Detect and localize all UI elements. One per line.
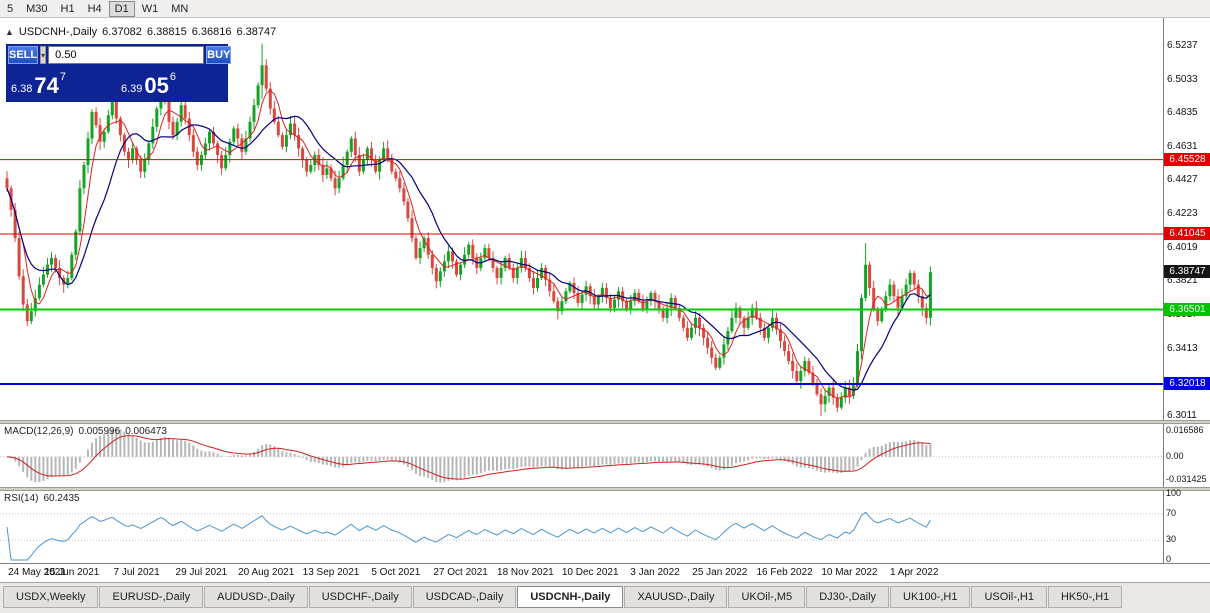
price-badge: 6.32018 <box>1164 376 1210 390</box>
macd-panel: MACD(12,26,9) 0.005996 0.006473 0.016586 0.… <box>0 424 1210 487</box>
date-axis[interactable]: 24 May 2021 15 Jun 2021 7 Jul 2021 29 Jul 2… <box>0 563 1210 582</box>
rsi-value: 60.2435 <box>43 493 80 504</box>
panel-separator[interactable] <box>0 420 1210 424</box>
timeframe-button-h1[interactable]: H1 <box>60 2 75 15</box>
macd-axis-label: 0.016586 <box>1166 425 1204 435</box>
rsi-label: RSI(14) 60.2435 <box>4 493 85 504</box>
date-axis-label: 27 Oct 2021 <box>433 567 488 578</box>
buy-price-sup: 6 <box>169 71 177 83</box>
rsi-axis-label: 30 <box>1166 534 1177 545</box>
chart-tab-xauusd-daily[interactable]: XAUUSD-,Daily <box>624 586 728 608</box>
macd-name: MACD(12,26,9) <box>4 426 74 437</box>
chevron-down-icon: ▾ <box>41 50 46 60</box>
date-axis-label: 3 Jan 2022 <box>630 567 680 578</box>
price-badge: 6.41045 <box>1164 227 1210 241</box>
chart-tab-usdcad-daily[interactable]: USDCAD-,Daily <box>412 586 517 608</box>
lot-spinner-button[interactable]: ▾ <box>40 46 47 64</box>
rsi-axis-label: 0 <box>1166 554 1172 564</box>
rsi-axis[interactable]: 100 70 30 0 <box>1163 488 1210 564</box>
date-axis-label: 18 Nov 2021 <box>497 567 554 578</box>
chart-tab-dj30-daily[interactable]: DJ30-,Daily <box>806 586 890 608</box>
sell-price-prefix: 6.38 <box>11 83 33 95</box>
macd-value-main: 0.005996 <box>78 426 121 437</box>
rsi-panel: RSI(14) 60.2435 100 70 30 0 <box>0 488 1210 564</box>
buy-price-prefix: 6.39 <box>121 83 143 95</box>
main-chart-panel: ▲ USDCNH-,Daily 6.37082 6.38815 6.36816 6.387… <box>0 18 1210 421</box>
timeframe-button-h4[interactable]: H4 <box>87 2 102 15</box>
date-axis-label: 24 May 2021 <box>8 567 66 578</box>
price-axis-label: 6.3011 <box>1167 409 1197 421</box>
buy-price-big: 05 <box>144 73 169 98</box>
chart-tab-eurusd-daily[interactable]: EURUSD-,Daily <box>99 586 204 608</box>
ohlc-open: 6.37082 <box>102 26 142 38</box>
price-axis-label: 6.4427 <box>1167 174 1198 186</box>
date-axis-label: 13 Sep 2021 <box>302 567 360 578</box>
date-axis-label: 10 Mar 2022 <box>821 567 878 578</box>
sell-button[interactable]: SELL <box>8 46 39 64</box>
timeframe-button-m30[interactable]: M30 <box>26 2 48 15</box>
price-axis-label: 6.4223 <box>1167 208 1198 220</box>
chart-symbol-label: USDCNH-,Daily <box>18 26 98 38</box>
date-axis-label: 1 Apr 2022 <box>890 567 939 578</box>
ohlc-low: 6.36816 <box>191 26 232 38</box>
price-badge: 6.45528 <box>1164 152 1210 166</box>
buy-price-display[interactable]: 6.39 05 6 <box>118 66 226 100</box>
sell-price-sup: 7 <box>59 71 67 83</box>
date-axis-label: 29 Jul 2021 <box>175 567 228 578</box>
date-axis-label: 16 Feb 2022 <box>756 567 813 578</box>
sell-price-big: 74 <box>34 73 59 98</box>
chart-tab-audusd-daily[interactable]: AUDUSD-,Daily <box>204 586 308 608</box>
macd-chart <box>0 428 1163 483</box>
timeframe-button-5[interactable]: 5 <box>7 2 14 15</box>
price-badge: 6.36501 <box>1164 302 1210 316</box>
sell-price-display[interactable]: 6.38 74 7 <box>8 66 116 100</box>
price-axis[interactable]: 6.5237 6.5033 6.4835 6.4631 6.4427 6.4223 6.40… <box>1163 18 1210 421</box>
price-axis-label: 6.5033 <box>1167 73 1198 85</box>
candlestick-chart[interactable] <box>0 18 1163 420</box>
date-axis-label: 10 Dec 2021 <box>561 567 619 578</box>
buy-button[interactable]: BUY <box>206 46 232 64</box>
rsi-axis-label: 100 <box>1166 488 1182 498</box>
panel-separator[interactable] <box>0 487 1210 491</box>
price-axis-label: 6.4631 <box>1167 140 1198 152</box>
macd-axis[interactable]: 0.016586 0.00 -0.031425 <box>1163 424 1210 487</box>
timeframe-button-d1[interactable]: D1 <box>108 0 135 17</box>
collapse-trade-panel-icon[interactable]: ▲ <box>5 27 14 37</box>
date-axis-label: 20 Aug 2021 <box>238 567 295 578</box>
chart-ohlc-header: ▲ USDCNH-,Daily 6.37082 6.38815 6.36816 6.387… <box>5 26 281 38</box>
chart-tabs-bar: USDX,Weekly EURUSD-,Daily AUDUSD-,Daily USD… <box>0 582 1210 613</box>
date-axis-label: 5 Oct 2021 <box>371 567 421 578</box>
date-axis-label: 15 Jun 2021 <box>44 567 100 578</box>
price-axis-label: 6.3821 <box>1167 275 1198 287</box>
price-axis-label: 6.4019 <box>1167 242 1198 254</box>
rsi-name: RSI(14) <box>4 493 39 504</box>
one-click-trading-panel: SELL ▾ BUY 6.38 74 7 6.39 05 6 <box>6 44 232 102</box>
date-axis-label: 7 Jul 2021 <box>113 567 160 578</box>
ohlc-high: 6.38815 <box>146 26 187 38</box>
chart-tab-usdx-weekly[interactable]: USDX,Weekly <box>3 586 99 608</box>
price-axis-label: 6.4835 <box>1167 106 1198 118</box>
rsi-axis-label: 70 <box>1166 507 1177 518</box>
rsi-chart <box>0 511 1163 561</box>
macd-axis-label: -0.031425 <box>1166 474 1207 484</box>
chart-tab-ukoil-m5[interactable]: UKOil-,M5 <box>728 586 806 608</box>
lot-size-input[interactable] <box>48 46 205 64</box>
chart-tab-hk50-h1[interactable]: HK50-,H1 <box>1047 586 1123 608</box>
macd-label: MACD(12,26,9) 0.005996 0.006473 <box>4 426 172 437</box>
chart-tab-usdchf-daily[interactable]: USDCHF-,Daily <box>308 586 412 608</box>
macd-axis-label: 0.00 <box>1166 450 1184 461</box>
price-badge: 6.38747 <box>1164 265 1210 279</box>
macd-value-signal: 0.006473 <box>125 426 167 437</box>
ohlc-close: 6.38747 <box>236 26 277 38</box>
date-axis-label: 25 Jan 2022 <box>692 567 748 578</box>
chart-tab-usdcnh-daily[interactable]: USDCNH-,Daily <box>517 586 624 608</box>
chart-tab-uk100-h1[interactable]: UK100-,H1 <box>890 586 971 608</box>
timeframe-button-mn[interactable]: MN <box>171 2 189 15</box>
timeframe-button-w1[interactable]: W1 <box>141 2 159 15</box>
price-axis-label: 6.3413 <box>1167 342 1198 354</box>
timeframe-toolbar: 5 M30 H1 H4 D1 W1 MN <box>0 0 1210 18</box>
price-axis-label: 6.5237 <box>1167 39 1198 51</box>
chart-tab-usoil-h1[interactable]: USOil-,H1 <box>971 586 1047 608</box>
